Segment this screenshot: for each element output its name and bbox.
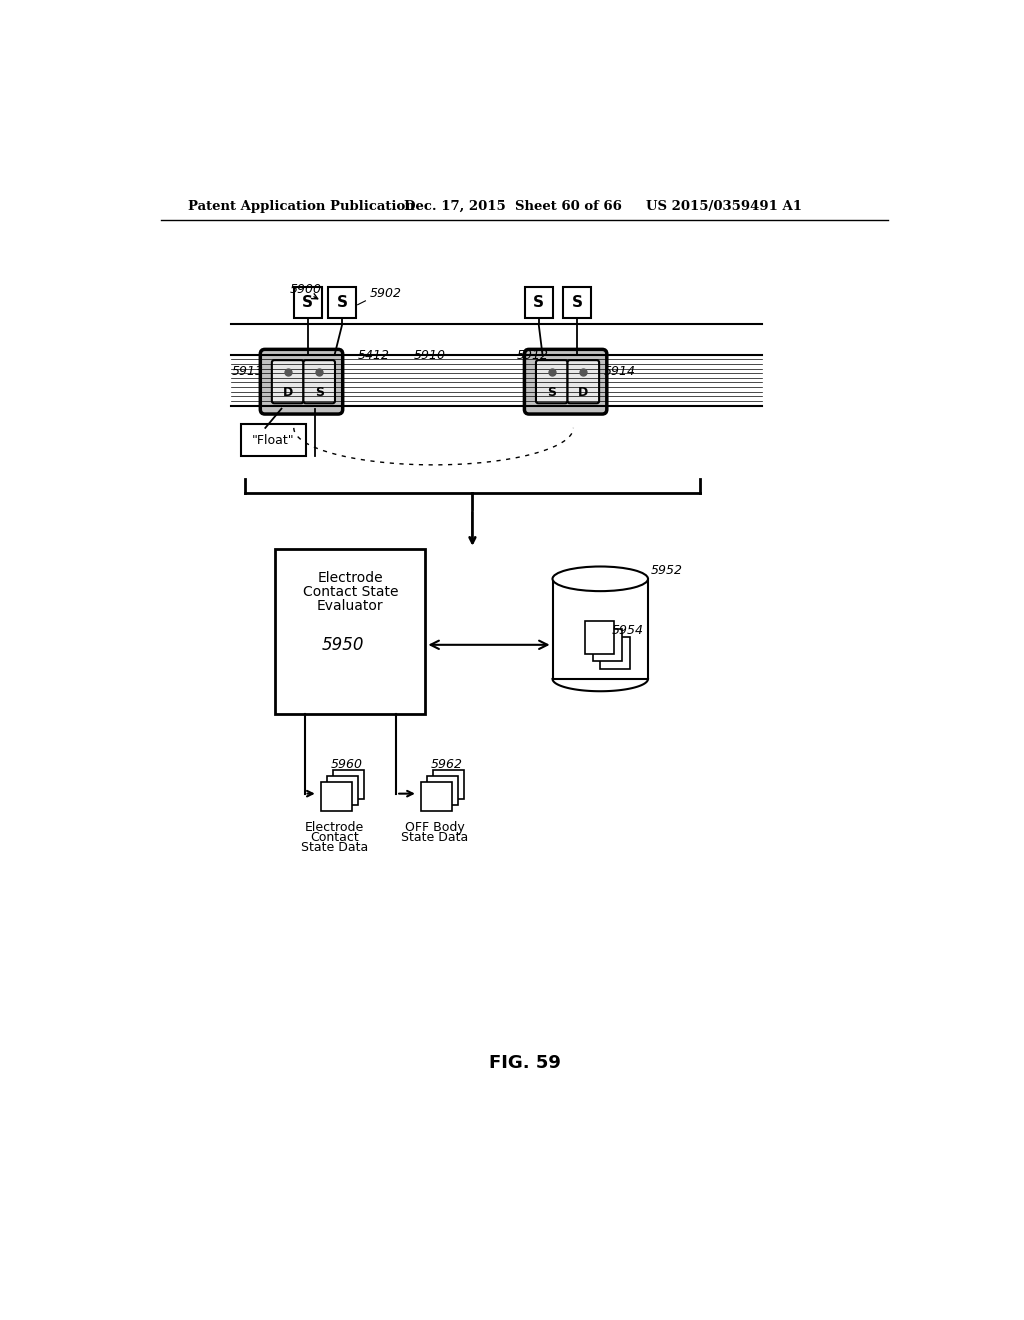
- Text: 5913: 5913: [232, 364, 264, 378]
- FancyBboxPatch shape: [567, 360, 599, 404]
- Ellipse shape: [553, 566, 648, 591]
- Text: S: S: [302, 294, 313, 310]
- Text: D: D: [283, 385, 293, 399]
- Text: Contact: Contact: [310, 830, 359, 843]
- Bar: [427, 776, 458, 805]
- Text: FIG. 59: FIG. 59: [488, 1055, 561, 1072]
- Bar: [333, 770, 364, 799]
- Text: 5950: 5950: [322, 636, 364, 653]
- Bar: [585, 622, 614, 653]
- Text: Patent Application Publication: Patent Application Publication: [188, 199, 415, 213]
- Text: "Float": "Float": [252, 434, 295, 446]
- Text: US 2015/0359491 A1: US 2015/0359491 A1: [646, 199, 803, 213]
- Bar: [433, 770, 464, 799]
- Text: 5900: 5900: [290, 284, 322, 296]
- Text: Electrode: Electrode: [317, 572, 383, 585]
- Bar: [329, 286, 356, 318]
- Text: Contact State: Contact State: [303, 585, 398, 599]
- Text: 5952: 5952: [650, 564, 682, 577]
- Text: S: S: [547, 385, 556, 399]
- FancyBboxPatch shape: [271, 360, 303, 404]
- Text: 5902: 5902: [370, 286, 401, 300]
- Bar: [327, 776, 357, 805]
- Text: S: S: [314, 385, 324, 399]
- Text: 5914: 5914: [603, 364, 635, 378]
- Text: Dec. 17, 2015  Sheet 60 of 66: Dec. 17, 2015 Sheet 60 of 66: [403, 199, 622, 213]
- Text: 5910: 5910: [414, 350, 445, 363]
- Text: State Data: State Data: [401, 830, 468, 843]
- Text: 5960: 5960: [331, 758, 362, 771]
- FancyBboxPatch shape: [260, 350, 343, 414]
- Bar: [241, 424, 306, 457]
- Bar: [275, 549, 425, 714]
- Bar: [553, 578, 648, 678]
- Text: State Data: State Data: [301, 841, 369, 854]
- FancyBboxPatch shape: [536, 360, 567, 404]
- Text: Evaluator: Evaluator: [317, 599, 384, 612]
- Text: 5962: 5962: [431, 758, 463, 771]
- Text: 5412: 5412: [357, 350, 390, 363]
- Bar: [593, 628, 622, 661]
- Text: S: S: [534, 294, 544, 310]
- Bar: [294, 286, 322, 318]
- Bar: [524, 286, 553, 318]
- Text: 5912: 5912: [517, 350, 549, 363]
- Text: D: D: [579, 385, 589, 399]
- Text: S: S: [337, 294, 348, 310]
- Text: S: S: [571, 294, 583, 310]
- Bar: [600, 636, 630, 669]
- Bar: [563, 286, 591, 318]
- FancyBboxPatch shape: [524, 350, 607, 414]
- Bar: [421, 781, 452, 812]
- Text: OFF Body: OFF Body: [404, 821, 465, 834]
- Text: 5954: 5954: [611, 624, 644, 638]
- FancyBboxPatch shape: [303, 360, 335, 404]
- Bar: [321, 781, 351, 812]
- Text: Electrode: Electrode: [305, 821, 365, 834]
